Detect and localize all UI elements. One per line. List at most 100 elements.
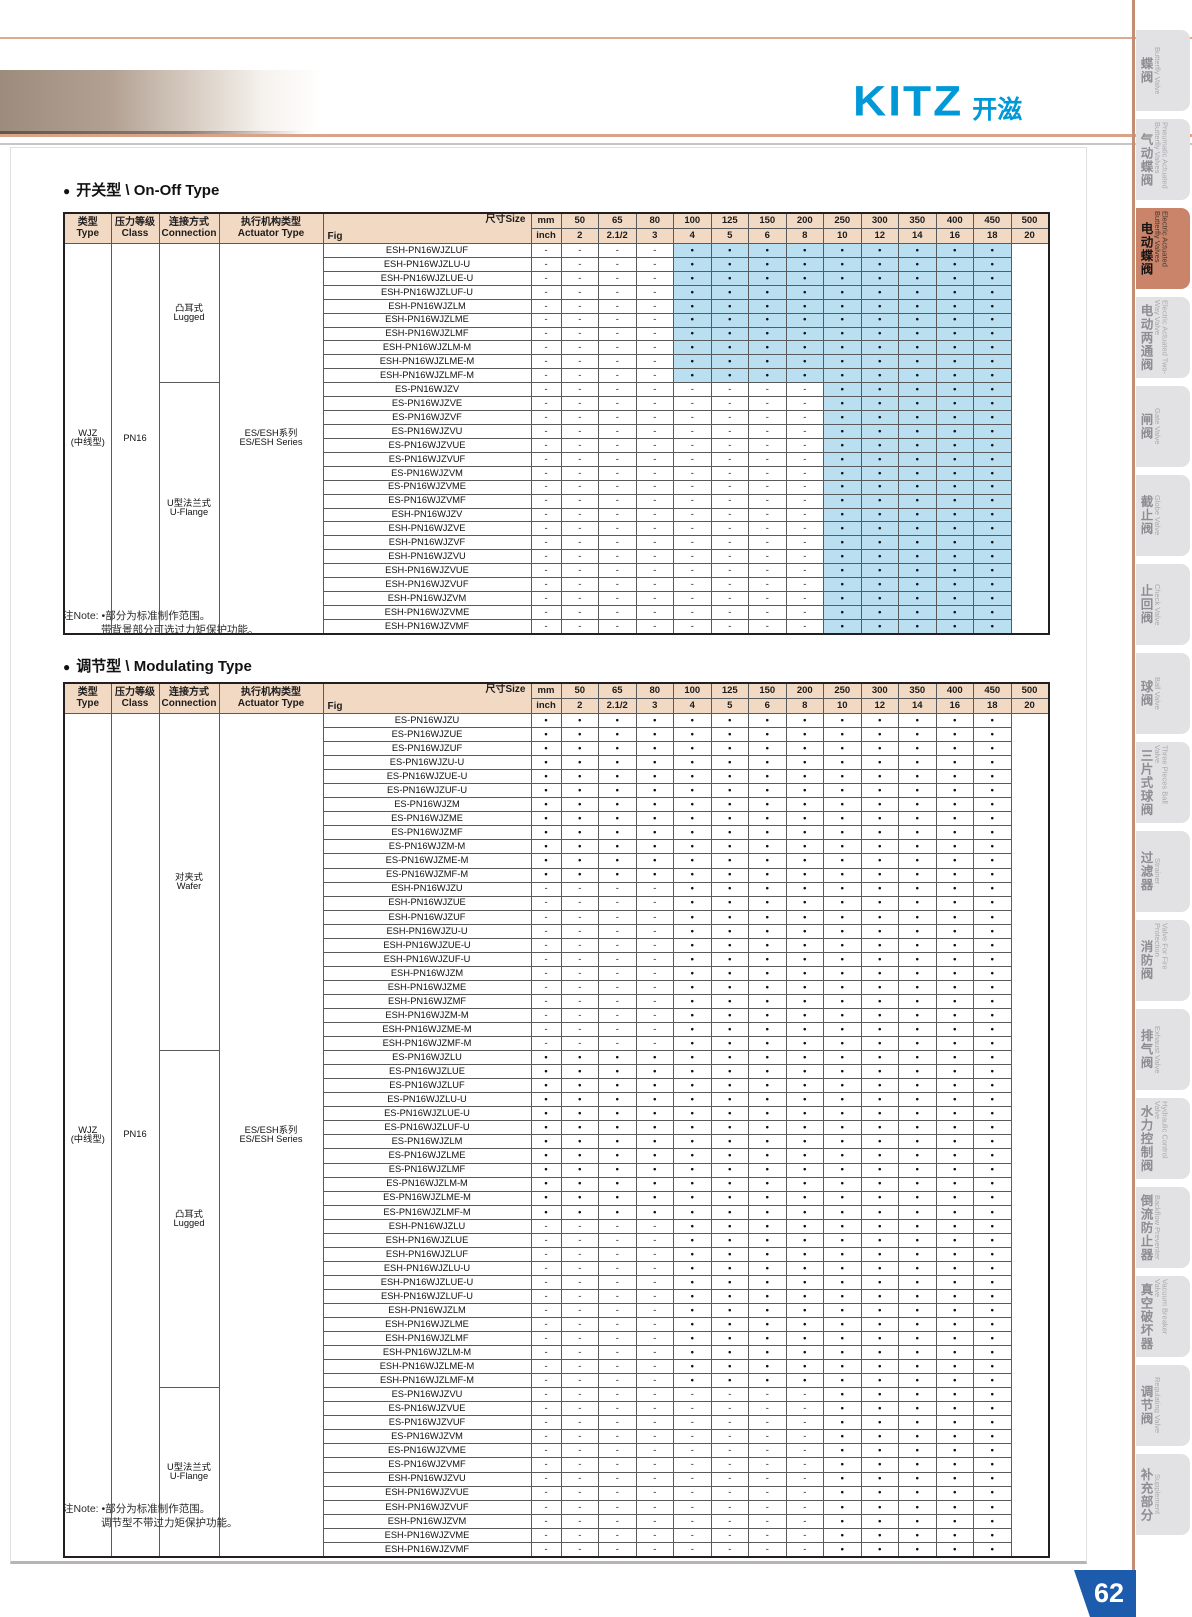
fig-model-cell: ES-PN16WJZU-U	[322, 755, 532, 771]
size-availability-cell: •	[823, 1499, 862, 1515]
fig-model-cell: ES-PN16WJZVU	[322, 1387, 532, 1403]
fig-model-cell: ES-PN16WJZLMF	[322, 1162, 532, 1178]
size-availability-cell: -	[598, 1401, 637, 1417]
size-availability-cell: -	[560, 937, 599, 953]
size-availability-cell: •	[935, 979, 974, 995]
size-availability-cell: •	[530, 783, 562, 799]
size-label: 尺寸Size	[485, 684, 526, 695]
size-availability-cell: -	[635, 382, 674, 398]
size-availability-cell: -	[635, 396, 674, 412]
size-availability-cell: •	[785, 368, 824, 384]
fig-model-cell: ESH-PN16WJZLUF	[322, 243, 532, 258]
size-availability-cell: •	[673, 1218, 712, 1234]
size-inch-header: 18	[973, 228, 1012, 244]
size-availability-cell: •	[785, 1007, 824, 1024]
size-availability-cell: •	[823, 284, 862, 300]
size-availability-cell: •	[935, 340, 974, 356]
size-availability-cell: •	[710, 909, 749, 925]
size-availability-cell: -	[673, 493, 712, 509]
size-availability-cell: •	[973, 1120, 1012, 1136]
size-availability-cell: •	[823, 937, 862, 953]
size-availability-cell: •	[860, 741, 899, 757]
size-availability-cell: •	[710, 1232, 749, 1248]
size-availability-cell: -	[635, 1345, 674, 1361]
size-availability-cell: •	[673, 993, 712, 1009]
size-availability-cell: -	[710, 521, 749, 537]
size-availability-cell: -	[530, 284, 562, 300]
size-availability-cell: -	[598, 326, 637, 342]
size-availability-cell: •	[860, 993, 899, 1009]
size-availability-cell: -	[785, 1457, 824, 1473]
size-availability-cell: •	[860, 1064, 899, 1080]
size-availability-cell: -	[785, 423, 824, 439]
size-availability-cell: •	[598, 811, 637, 827]
size-availability-cell: -	[560, 951, 599, 967]
size-availability-cell: -	[560, 326, 599, 342]
size-availability-cell: •	[898, 923, 937, 939]
size-availability-cell: •	[710, 340, 749, 356]
size-availability-cell: -	[635, 1302, 674, 1319]
size-mm-header: 80	[635, 682, 674, 699]
size-availability-cell: •	[710, 712, 749, 729]
size-availability-cell: -	[560, 410, 599, 425]
fig-model-cell: ESH-PN16WJZUF-U	[322, 951, 532, 967]
size-availability-cell: •	[898, 1373, 937, 1389]
size-availability-cell: -	[748, 1457, 787, 1473]
table-row: ESH-PN16WJZLMF - - - - • • • • • • • • •	[64, 1331, 1049, 1347]
size-availability-cell: •	[935, 1485, 974, 1501]
size-availability-cell: -	[635, 1232, 674, 1248]
size-availability-cell: •	[935, 1527, 974, 1543]
size-availability-cell: •	[935, 867, 974, 883]
size-mm-header: 150	[748, 212, 787, 229]
size-availability-cell: -	[530, 298, 562, 314]
size-availability-cell: •	[748, 993, 787, 1009]
fig-model-cell: ES-PN16WJZLUF	[322, 1078, 532, 1094]
size-availability-cell: •	[748, 783, 787, 799]
size-availability-cell: •	[935, 535, 974, 551]
size-availability-cell: -	[530, 1007, 562, 1024]
fig-model-cell: ESH-PN16WJZLMF-M	[322, 368, 532, 384]
table-row: ESH-PN16WJZVUE - - - - - - - - • • • • •	[64, 563, 1049, 579]
size-availability-cell: -	[673, 591, 712, 606]
size-availability-cell: •	[898, 1288, 937, 1304]
size-availability-cell: •	[823, 1120, 862, 1136]
fig-model-cell: ESH-PN16WJZME	[322, 979, 532, 995]
size-mm-header: 300	[860, 682, 899, 699]
size-availability-cell: -	[710, 1527, 749, 1543]
table-row: ESH-PN16WJZLMF-M - - - - • • • • • • • • •	[64, 1373, 1049, 1389]
size-availability-cell: •	[823, 1429, 862, 1445]
size-availability-cell: •	[785, 1204, 824, 1220]
size-availability-cell: •	[823, 895, 862, 911]
fig-model-cell: ES-PN16WJZM	[322, 797, 532, 813]
size-availability-cell: •	[935, 1541, 974, 1558]
size-availability-cell: •	[748, 1260, 787, 1276]
size-inch-header: 10	[823, 228, 862, 244]
size-availability-cell: •	[785, 881, 824, 897]
size-availability-cell: -	[635, 618, 674, 635]
size-availability-cell: •	[560, 853, 599, 869]
size-availability-cell: •	[973, 1387, 1012, 1403]
table-row: ESH-PN16WJZVM - - - - - - - - • • • • •	[64, 591, 1049, 606]
size-availability-cell: •	[973, 993, 1012, 1009]
size-availability-cell: •	[860, 604, 899, 620]
size-availability-cell: -	[598, 1387, 637, 1403]
size-availability-cell: -	[673, 451, 712, 467]
size-availability-cell: •	[898, 604, 937, 620]
size-availability-cell: -	[635, 1246, 674, 1262]
size-availability-cell: -	[748, 451, 787, 467]
size-availability-cell: •	[898, 951, 937, 967]
size-availability-cell: -	[560, 451, 599, 467]
size-availability-cell: -	[748, 1485, 787, 1501]
fig-model-cell: ES-PN16WJZME	[322, 811, 532, 827]
size-availability-cell: -	[748, 1387, 787, 1403]
size-availability-cell: •	[898, 1302, 937, 1319]
size-availability-cell: •	[748, 298, 787, 314]
size-availability-cell: •	[673, 326, 712, 342]
size-availability-cell: -	[785, 618, 824, 635]
size-availability-cell: •	[935, 1190, 974, 1206]
size-availability-cell: -	[560, 1302, 599, 1319]
size-availability-cell: •	[710, 1288, 749, 1304]
size-availability-cell: •	[898, 1331, 937, 1347]
size-availability-cell: -	[598, 951, 637, 967]
size-availability-cell: •	[973, 741, 1012, 757]
